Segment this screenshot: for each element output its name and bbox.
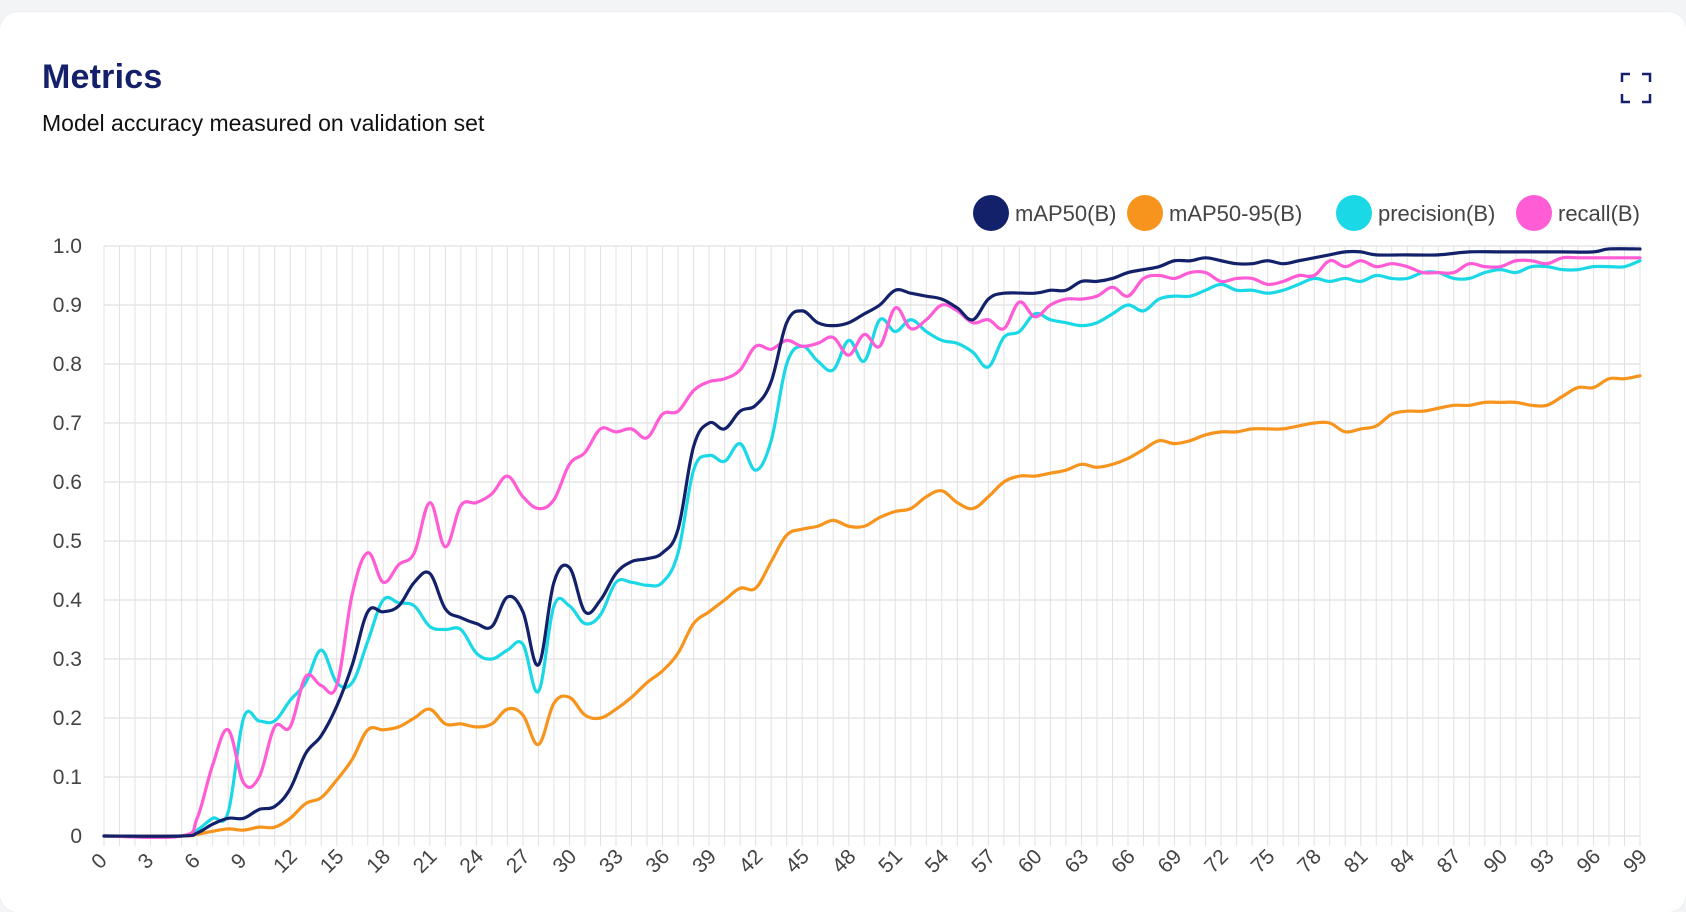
legend-item-precision-b[interactable]: precision(B): [1336, 195, 1495, 231]
x-tick-label: 66: [1107, 845, 1140, 878]
x-tick-label: 75: [1247, 845, 1280, 878]
y-axis-ticks: 0 0.1 0.2 0.3 0.4 0.5 0.6 0.7 0.8 0.9 1.0: [53, 235, 83, 848]
x-tick-label: 45: [781, 845, 814, 878]
y-tick-label: 0.1: [53, 766, 82, 789]
card-title: Metrics: [42, 58, 163, 96]
x-tick-label: 81: [1340, 845, 1373, 878]
y-tick-label: 0.6: [53, 471, 82, 494]
legend-item-map50-b[interactable]: mAP50(B): [973, 195, 1116, 231]
legend-swatch: [1336, 195, 1372, 231]
y-tick-label: 0.4: [53, 589, 83, 612]
x-tick-label: 78: [1293, 845, 1326, 878]
legend-item-map50-95-b[interactable]: mAP50-95(B): [1127, 195, 1302, 231]
x-tick-label: 69: [1154, 845, 1187, 878]
series-line-recall-b: [102, 255, 1642, 840]
card-subtitle: Model accuracy measured on validation se…: [42, 110, 485, 136]
x-tick-label: 21: [409, 845, 442, 878]
x-tick-label: 93: [1526, 845, 1559, 878]
x-tick-label: 39: [688, 845, 721, 878]
legend-label: precision(B): [1378, 201, 1495, 226]
x-axis-ticks: 0 3 6 9 12 15 18 21 24 27 30 33 36 39 42 45 48 51 54 57 60 63…: [87, 845, 1652, 878]
legend-label: mAP50(B): [1015, 201, 1116, 226]
x-tick-label: 18: [362, 845, 395, 878]
fullscreen-icon[interactable]: [1620, 72, 1652, 104]
legend-swatch: [973, 195, 1009, 231]
x-tick-label: 3: [134, 849, 159, 874]
x-tick-label: 51: [874, 845, 907, 878]
x-tick-label: 87: [1433, 845, 1466, 878]
metrics-card: [0, 12, 1686, 912]
x-tick-label: 72: [1200, 845, 1233, 878]
y-tick-label: 0.9: [53, 294, 82, 317]
chart-grid: [103, 245, 1641, 846]
x-tick-label: 24: [455, 845, 488, 878]
series-line-map50-95-b: [102, 374, 1642, 838]
x-tick-label: 27: [502, 845, 535, 878]
chart-series: [102, 247, 1642, 840]
fullscreen-icon-glyph: [1620, 72, 1652, 104]
y-tick-label: 1.0: [53, 235, 82, 258]
y-tick-label: 0.3: [53, 648, 82, 671]
x-tick-label: 42: [735, 845, 768, 878]
y-tick-label: 0.2: [53, 707, 82, 730]
x-tick-label: 84: [1386, 845, 1419, 878]
y-tick-label: 0.5: [53, 530, 82, 553]
x-tick-label: 36: [642, 845, 675, 878]
x-tick-label: 33: [595, 845, 628, 878]
x-tick-label: 30: [548, 845, 581, 878]
legend-label: recall(B): [1558, 201, 1640, 226]
x-tick-label: 60: [1014, 845, 1047, 878]
x-tick-label: 6: [180, 849, 205, 874]
x-tick-label: 90: [1479, 845, 1512, 878]
legend-swatch: [1127, 195, 1163, 231]
x-tick-label: 0: [87, 849, 112, 874]
x-tick-label: 57: [967, 845, 1000, 878]
x-tick-label: 54: [921, 845, 954, 878]
legend-swatch: [1516, 195, 1552, 231]
y-tick-label: 0: [70, 825, 82, 848]
x-tick-label: 12: [269, 845, 302, 878]
y-tick-label: 0.7: [53, 412, 82, 435]
legend-item-recall-b[interactable]: recall(B): [1516, 195, 1640, 231]
x-tick-label: 9: [227, 849, 252, 874]
x-tick-label: 96: [1572, 845, 1605, 878]
legend-label: mAP50-95(B): [1169, 201, 1302, 226]
series-line-precision-b: [102, 259, 1642, 839]
x-tick-label: 15: [316, 845, 349, 878]
x-tick-label: 63: [1060, 845, 1093, 878]
series-line-map50-b: [102, 247, 1642, 838]
y-tick-label: 0.8: [53, 353, 82, 376]
x-tick-label: 99: [1619, 845, 1652, 878]
chart-legend: mAP50(B) mAP50-95(B) precision(B) recall(B): [973, 195, 1640, 231]
x-tick-label: 48: [828, 845, 861, 878]
